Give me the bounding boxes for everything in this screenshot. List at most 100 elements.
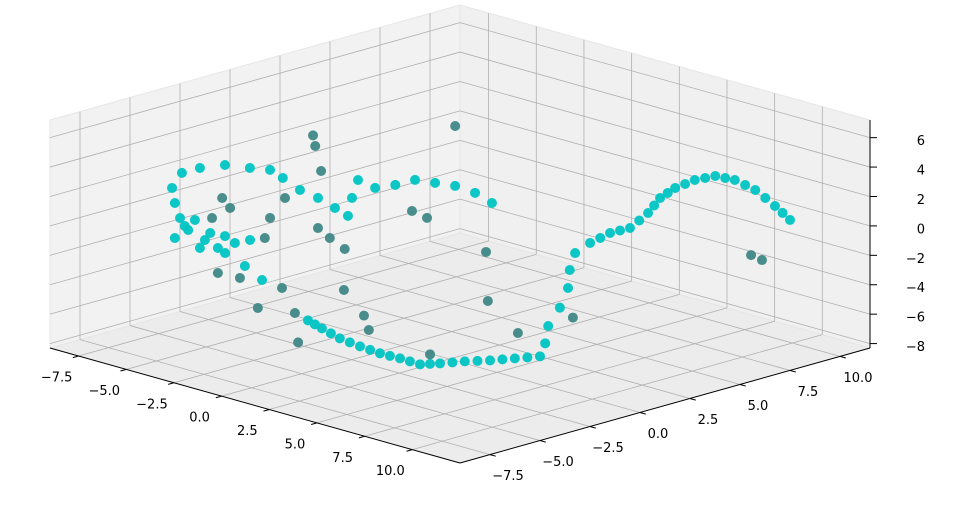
grid-line: [459, 22, 871, 139]
data-point: [486, 197, 497, 208]
data-point: [245, 234, 256, 245]
data-point: [750, 185, 761, 196]
grid-line: [49, 81, 461, 197]
data-point: [769, 200, 780, 211]
grid-line: [459, 169, 871, 286]
data-point: [450, 180, 461, 191]
grid-line: [379, 255, 791, 371]
grid-line: [269, 294, 680, 410]
data-point: [450, 120, 461, 131]
x-tick: [215, 395, 222, 399]
data-point: [720, 172, 731, 183]
y-tick-label: 2.5: [698, 413, 719, 428]
data-point: [277, 283, 288, 294]
data-point: [207, 213, 218, 224]
data-point: [497, 354, 508, 365]
data-point: [257, 275, 268, 286]
data-point: [406, 205, 417, 216]
z-tick-label: −2: [906, 252, 925, 267]
data-point: [175, 213, 186, 224]
data-point: [280, 193, 291, 204]
data-point: [313, 192, 324, 203]
x-tick: [311, 422, 318, 425]
data-point: [729, 175, 740, 186]
data-point: [259, 233, 270, 244]
data-point: [689, 175, 700, 186]
data-point: [205, 228, 216, 239]
data-point: [585, 237, 596, 248]
grid-line: [129, 325, 541, 441]
data-point: [554, 302, 565, 313]
grid-line: [459, 228, 871, 344]
data-point: [277, 172, 288, 183]
data-point: [225, 202, 236, 213]
y-tick-label: 0.0: [648, 427, 669, 442]
data-point: [199, 234, 210, 245]
data-point: [470, 187, 481, 198]
data-point: [370, 182, 381, 193]
x-tick: [358, 435, 365, 439]
data-point: [509, 353, 520, 364]
z-tick-label: −4: [906, 281, 925, 296]
data-point: [563, 283, 574, 294]
grid-line: [179, 311, 591, 427]
data-point: [624, 223, 635, 234]
data-point: [353, 174, 364, 185]
y-tick-label: −2.5: [592, 441, 624, 456]
data-point: [395, 353, 406, 364]
data-point: [670, 182, 681, 193]
grid-line: [459, 110, 871, 227]
x-tick-label: 2.5: [237, 424, 258, 439]
data-point: [252, 302, 263, 313]
x-axis: [49, 347, 461, 464]
data-point: [220, 248, 231, 259]
data-point: [217, 193, 228, 204]
grid-line: [126, 254, 537, 370]
grid-line: [49, 110, 461, 227]
grid-line: [459, 81, 871, 197]
data-point: [344, 337, 355, 348]
z-tick-label: 2: [917, 193, 925, 208]
data-point: [334, 333, 345, 344]
data-point: [756, 255, 767, 266]
data-point: [404, 356, 415, 367]
y-tick: [489, 454, 496, 457]
grid-line: [316, 307, 728, 424]
data-point: [374, 348, 385, 359]
data-point: [425, 349, 436, 360]
data-point: [308, 130, 319, 141]
data-point: [485, 355, 496, 366]
grid-line: [459, 51, 871, 168]
x-tick: [406, 449, 413, 452]
data-point: [234, 272, 245, 283]
y-tick: [689, 398, 696, 401]
y-tick: [789, 369, 796, 373]
data-point: [365, 344, 376, 355]
data-point: [189, 214, 200, 225]
grid-line: [364, 320, 775, 437]
data-point: [740, 180, 751, 191]
y-tick-label: 5.0: [748, 399, 769, 414]
data-point: [346, 192, 357, 203]
z-tick-label: 0: [917, 222, 925, 237]
x-tick: [168, 382, 175, 385]
data-point: [746, 250, 757, 261]
data-point: [615, 225, 626, 236]
x-tick-label: −7.5: [41, 371, 73, 386]
data-point: [390, 179, 401, 190]
y-tick-label: −7.5: [492, 469, 524, 484]
y-axis: [459, 347, 871, 464]
data-point: [294, 184, 305, 195]
data-point: [212, 268, 223, 279]
z-tick-label: −6: [906, 311, 925, 326]
data-point: [363, 325, 374, 336]
data-point: [649, 200, 660, 211]
z-tick-label: 6: [917, 134, 925, 149]
data-point: [662, 187, 673, 198]
y-tick-label: 10.0: [844, 371, 873, 386]
data-point: [512, 328, 523, 339]
data-point: [435, 358, 446, 369]
y-tick: [739, 383, 746, 387]
x-tick-label: 7.5: [332, 451, 353, 466]
